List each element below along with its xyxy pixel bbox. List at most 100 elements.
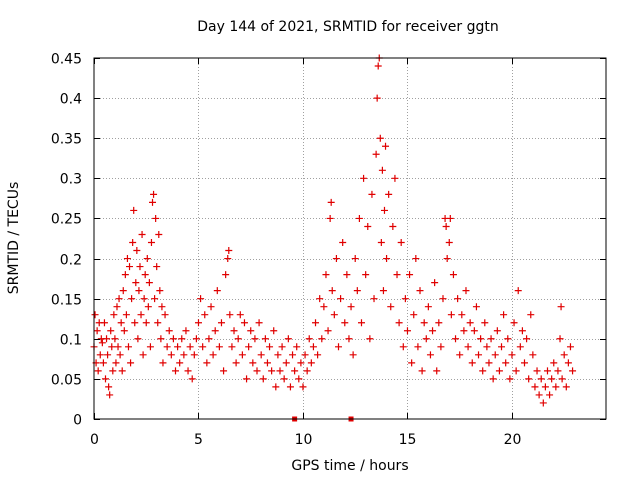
data-point	[479, 367, 487, 375]
data-point	[401, 295, 409, 303]
data-point	[380, 206, 388, 214]
data-point	[399, 343, 407, 351]
data-point	[150, 190, 158, 198]
x-tick-label: 5	[194, 432, 203, 448]
data-point	[349, 351, 357, 359]
data-point	[120, 327, 128, 335]
data-point	[525, 375, 533, 383]
data-point	[194, 319, 202, 327]
data-point	[330, 311, 338, 319]
data-point	[251, 335, 259, 343]
y-tick-label: 0.1	[60, 333, 82, 349]
data-point	[389, 222, 397, 230]
data-point	[94, 367, 102, 375]
data-point	[335, 343, 343, 351]
data-point	[554, 367, 562, 375]
data-point	[245, 343, 253, 351]
data-point	[243, 375, 251, 383]
data-point	[320, 303, 328, 311]
data-point	[297, 359, 305, 367]
data-point	[126, 263, 134, 271]
data-point	[186, 343, 194, 351]
data-point	[337, 295, 345, 303]
x-tick-label: 10	[295, 432, 313, 448]
data-point	[293, 343, 301, 351]
data-point	[393, 271, 401, 279]
data-point	[470, 327, 478, 335]
data-point	[98, 339, 106, 347]
data-point	[247, 327, 255, 335]
data-point	[263, 359, 271, 367]
data-point	[93, 327, 101, 335]
data-point	[203, 359, 211, 367]
data-point	[199, 343, 207, 351]
y-tick-label: 0.3	[60, 172, 82, 188]
data-point	[429, 327, 437, 335]
data-point	[464, 343, 472, 351]
plot-frame	[93, 57, 607, 420]
data-point	[560, 351, 568, 359]
data-point	[408, 359, 416, 367]
data-point	[535, 391, 543, 399]
data-point	[426, 351, 434, 359]
data-point	[307, 359, 315, 367]
data-point	[420, 319, 428, 327]
data-point	[454, 295, 462, 303]
data-point	[205, 335, 213, 343]
data-point	[341, 319, 349, 327]
data-point	[211, 327, 219, 335]
data-point	[424, 303, 432, 311]
data-point	[286, 383, 294, 391]
data-point	[249, 359, 257, 367]
data-point	[487, 335, 495, 343]
data-point	[410, 311, 418, 319]
data-point	[456, 351, 464, 359]
data-point	[504, 335, 512, 343]
data-point	[253, 367, 261, 375]
data-point	[541, 383, 549, 391]
y-tick-label: 0.25	[51, 212, 82, 228]
data-point	[236, 311, 244, 319]
data-point	[379, 287, 387, 295]
data-point	[550, 359, 558, 367]
data-point	[318, 335, 326, 343]
data-point	[552, 383, 560, 391]
data-point	[458, 311, 466, 319]
data-point	[220, 367, 228, 375]
data-point	[345, 335, 353, 343]
y-tick-label: 0.2	[60, 253, 82, 269]
data-point	[312, 319, 320, 327]
data-point	[167, 351, 175, 359]
data-point	[142, 319, 150, 327]
data-point	[303, 367, 311, 375]
data-point	[377, 239, 385, 247]
data-point	[376, 134, 384, 142]
data-point	[362, 271, 370, 279]
data-point	[416, 287, 424, 295]
data-point	[117, 319, 125, 327]
data-point	[134, 335, 142, 343]
data-point	[282, 359, 290, 367]
data-point	[556, 335, 564, 343]
data-point	[272, 383, 280, 391]
data-point	[257, 351, 265, 359]
data-point	[114, 343, 122, 351]
data-point	[153, 263, 161, 271]
data-point	[108, 343, 116, 351]
data-point	[447, 311, 455, 319]
data-point	[209, 351, 217, 359]
y-tick-label: 0.15	[51, 293, 82, 309]
data-point	[418, 367, 426, 375]
data-point	[115, 295, 123, 303]
data-point	[305, 335, 313, 343]
data-point	[144, 303, 152, 311]
data-point	[190, 351, 198, 359]
data-point	[228, 343, 236, 351]
data-point	[527, 311, 535, 319]
data-point	[366, 335, 374, 343]
data-point	[299, 383, 307, 391]
data-point	[151, 295, 159, 303]
data-point	[295, 375, 303, 383]
data-point	[546, 391, 554, 399]
data-point	[324, 327, 332, 335]
